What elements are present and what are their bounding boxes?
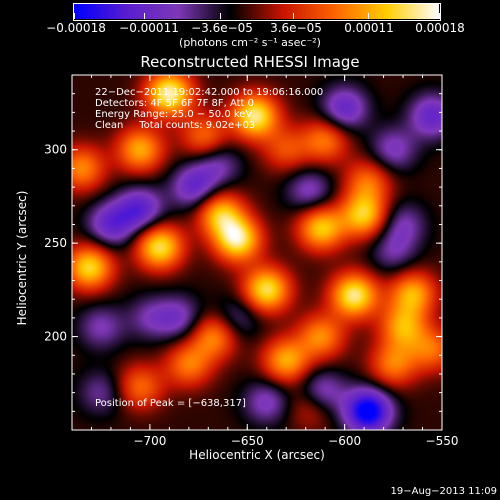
chart-title: Reconstructed RHESSI Image	[140, 53, 360, 71]
colorbar-tick	[219, 13, 221, 19]
y-tick-label: 200	[44, 330, 67, 344]
x-tick-label: −700	[133, 434, 166, 448]
x-tick-label: −600	[328, 434, 361, 448]
total-counts-text: Clean Total counts: 9.02e+03	[95, 120, 256, 131]
peak-position-text: Position of Peak = [−638,317]	[95, 398, 246, 409]
x-tick-label: −550	[426, 434, 459, 448]
colorbar-tick-label: −0.00011	[119, 21, 179, 35]
energy-range-text: Energy Range: 25.0 − 50.0 keV	[95, 109, 253, 120]
y-axis-label: Heliocentric Y (arcsec)	[15, 190, 29, 326]
colorbar-unit-label: (photons cm⁻² s⁻¹ asec⁻²)	[179, 36, 321, 49]
colorbar-tick	[144, 13, 146, 19]
colorbar-tick	[292, 13, 294, 19]
colorbar-tick-label: −0.00018	[46, 21, 106, 35]
colorbar-tick	[73, 13, 75, 19]
footer-date: 19−Aug−2013 11:09	[390, 486, 497, 497]
x-tick-label: −650	[231, 434, 264, 448]
detectors-text: Detectors: 4F 5F 6F 7F 8F, Att 0	[95, 98, 255, 109]
y-tick-label: 250	[44, 236, 67, 250]
colorbar-tick-label: 0.00018	[415, 21, 465, 35]
colorbar-tick-label: 3.6e−05	[270, 21, 322, 35]
heatmap-image	[72, 75, 442, 430]
colorbar-tick	[438, 13, 440, 19]
colorbar-tick-label: −3.6e−05	[191, 21, 253, 35]
colorbar-frame	[73, 3, 441, 21]
observation-time-text: 22−Dec−2011 19:02:42.000 to 19:06:16.000	[95, 87, 324, 98]
colorbar	[74, 4, 439, 19]
plot-frame	[71, 74, 443, 431]
x-axis-label: Heliocentric X (arcsec)	[189, 448, 325, 462]
y-tick-label: 300	[44, 143, 67, 157]
colorbar-tick	[367, 13, 369, 19]
colorbar-tick-label: 0.00011	[344, 21, 394, 35]
